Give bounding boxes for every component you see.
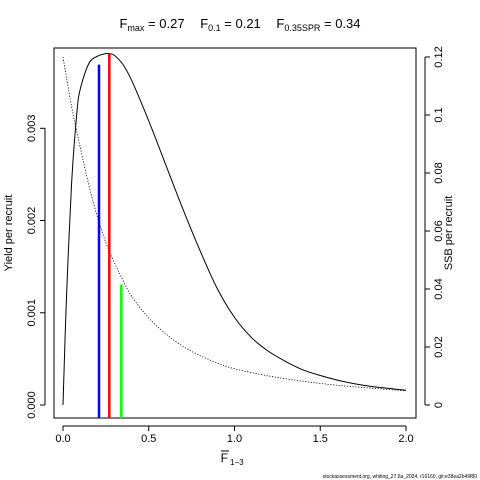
x-axis-label: F 1−3 <box>221 450 244 467</box>
y-right-tick-label: 0.02 <box>433 336 445 357</box>
x-axis-label-main: F <box>221 451 228 465</box>
title-f01-main: F <box>200 16 208 31</box>
y-right-tick-label: 0.12 <box>433 46 445 67</box>
y-right-tick-label: 0 <box>433 402 445 408</box>
y-right-tick-label: 0.08 <box>433 162 445 183</box>
title-fmax-sub: max <box>127 23 145 33</box>
title-fspr-main: F <box>276 16 284 31</box>
y-left-tick-label: 0.000 <box>26 391 38 419</box>
title-f01-rest: = 0.21 <box>221 16 261 31</box>
title-fspr-sub: 0.35SPR <box>284 23 321 33</box>
x-tick-label: 1.0 <box>227 433 242 445</box>
y-left-tick-label: 0.003 <box>26 115 38 143</box>
title-fmax-rest: = 0.27 <box>144 16 184 31</box>
x-tick-label: 0.5 <box>141 433 156 445</box>
chart-title: Fmax = 0.27 F0.1 = 0.21 F0.35SPR = 0.34 <box>119 16 360 33</box>
title-f01-sub: 0.1 <box>208 23 221 33</box>
x-tick-label: 2.0 <box>398 433 413 445</box>
y-right-tick-label: 0.04 <box>433 278 445 299</box>
x-tick-label: 1.5 <box>313 433 328 445</box>
ssb-per-recruit-line <box>62 56 407 392</box>
y-left-tick-label: 0.002 <box>26 207 38 235</box>
title-fmax-main: F <box>119 16 127 31</box>
plot-frame <box>53 47 417 419</box>
yield-per-recruit-line <box>62 52 407 406</box>
title-fspr-rest: = 0.34 <box>320 16 360 31</box>
y-axis-label-left: Yield per recruit <box>3 195 15 272</box>
y-axis-label-right: SSB per recruit <box>443 196 455 271</box>
y-right-tick-label: 0.06 <box>433 220 445 241</box>
y-right-tick-label: 0.1 <box>433 107 445 122</box>
x-axis-label-sub: 1−3 <box>230 458 244 467</box>
x-tick-label: 0.0 <box>55 433 70 445</box>
footer-text: stockassessment.org, whiting_27.6a_2024,… <box>323 474 477 480</box>
y-left-tick-label: 0.001 <box>26 299 38 327</box>
